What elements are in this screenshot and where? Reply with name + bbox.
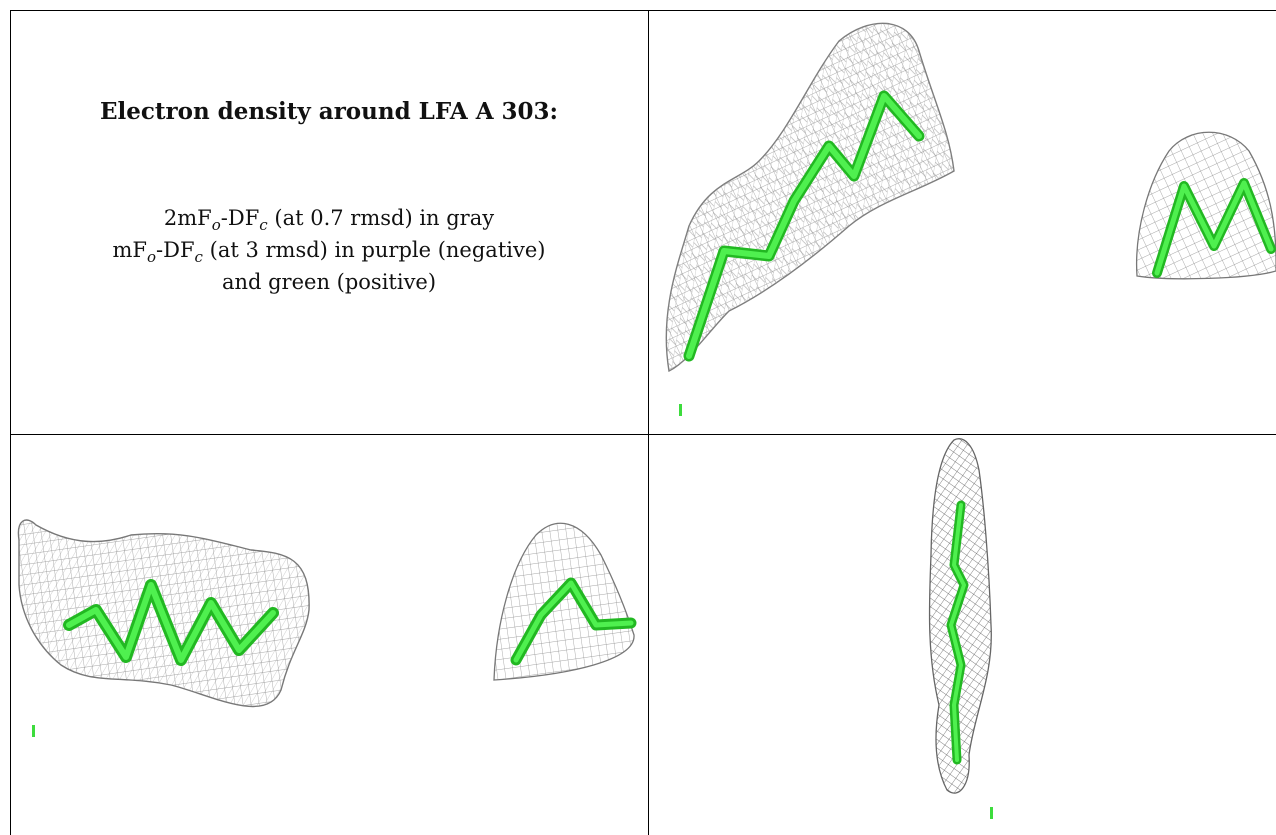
ligand-stick-small — [510, 577, 637, 666]
caption-line-fo-fc: mFo-DFc (at 3 rmsd) in purple (negative) — [112, 238, 546, 267]
caption-line-green: and green (positive) — [221, 270, 437, 294]
density-panel-bottom-right — [649, 435, 1276, 835]
ligand-stick-main — [683, 90, 925, 362]
positive-density-marker — [679, 404, 682, 416]
density-image-top-right — [665, 22, 1276, 416]
density-image-bottom-left — [17, 519, 637, 737]
caption-title: Electron density around LFA A 303: — [99, 98, 559, 125]
density-panel-top-right — [649, 11, 1276, 434]
positive-density-marker — [990, 807, 993, 819]
ligand-stick-main — [63, 579, 279, 666]
ligand-stick-main — [946, 500, 969, 765]
table-border-center — [648, 10, 649, 835]
caption-line-2fo-fc: 2mFo-DFc (at 0.7 rmsd) in gray — [163, 206, 495, 235]
positive-density-marker — [32, 725, 35, 737]
density-mesh-blob — [928, 438, 992, 794]
figure-table: Electron density around LFA A 303: 2mFo-… — [10, 10, 1276, 835]
caption-cell: Electron density around LFA A 303: 2mFo-… — [10, 10, 648, 434]
ligand-stick-small — [1152, 178, 1276, 278]
density-mesh-blob — [665, 22, 955, 373]
table-border-left — [10, 10, 11, 835]
density-image-bottom-right — [928, 438, 993, 819]
table-border-top — [10, 10, 1276, 11]
table-border-middle — [10, 434, 1276, 435]
density-panel-bottom-left — [11, 435, 648, 835]
